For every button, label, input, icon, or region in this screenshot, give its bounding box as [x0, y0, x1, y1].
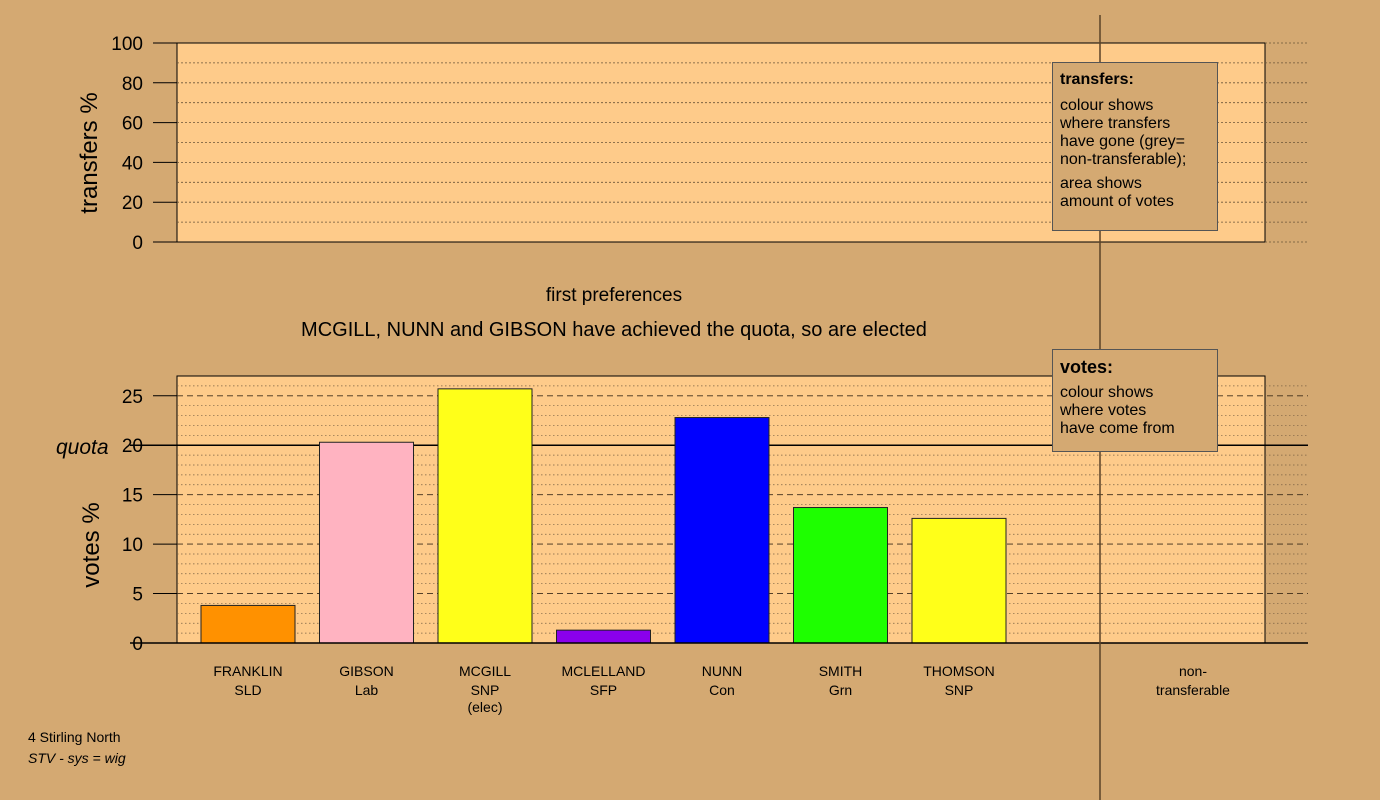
transfers-legend-line: amount of votes	[1060, 193, 1174, 210]
candidate-party: SLD	[234, 682, 261, 698]
candidate-party: Grn	[829, 682, 852, 698]
transfers-legend-line: non-transferable);	[1060, 151, 1187, 168]
transfers-gridlines	[177, 42, 1308, 243]
votes-legend-title: votes:	[1060, 357, 1114, 377]
votes-x-labels: FRANKLINSLDGIBSONLabMCGILLSNP(elec)MCLEL…	[213, 663, 994, 715]
transfers-legend-line: where transfers	[1060, 115, 1171, 132]
constituency-label: 4 Stirling North	[28, 729, 121, 745]
y-tick-label: 20	[122, 193, 143, 214]
y-tick-label: 60	[122, 114, 143, 135]
non-transferable-label-2: transferable	[1156, 682, 1230, 698]
transfers-legend-line: have gone (grey=	[1060, 133, 1185, 150]
votes-legend: votes: colour shows where votes have com…	[1052, 349, 1218, 452]
candidate-party: SNP	[945, 682, 974, 698]
non-transferable-label-1: non-	[1179, 663, 1207, 679]
votes-bars	[200, 388, 1007, 644]
bar-mclelland	[556, 629, 651, 644]
bar-smith	[793, 507, 888, 644]
candidate-name: MCGILL	[459, 663, 511, 679]
votes-legend-line: where votes	[1060, 402, 1147, 419]
system-label: STV - sys = wig	[28, 750, 126, 766]
candidate-party: SFP	[590, 682, 617, 698]
candidate-name: NUNN	[702, 663, 742, 679]
candidate-party: Lab	[355, 682, 379, 698]
transfers-legend-line: colour shows	[1060, 97, 1154, 114]
y-tick-label: 100	[111, 34, 143, 55]
votes-y-ticks: 0 5 10 15 20 25	[122, 387, 177, 655]
y-tick-label: 15	[122, 486, 143, 507]
votes-legend-line: colour shows	[1060, 384, 1154, 401]
transfers-y-label: transfers %	[76, 92, 103, 213]
transfers-y-ticks: 0 20 40 60 80 100	[111, 34, 177, 254]
y-tick-label: 25	[122, 387, 143, 408]
candidate-name: MCLELLAND	[561, 663, 645, 679]
y-tick-label: 40	[122, 153, 143, 174]
candidate-party: Con	[709, 682, 735, 698]
bar-thomson	[911, 517, 1007, 644]
votes-legend-line: have come from	[1060, 420, 1175, 437]
y-tick-label: 0	[132, 233, 143, 254]
transfers-legend: transfers: colour shows where transfers …	[1052, 62, 1218, 231]
candidate-name: GIBSON	[339, 663, 393, 679]
chart-title: first preferences	[546, 285, 682, 306]
bar-gibson	[319, 441, 414, 644]
chart-subtitle: MCGILL, NUNN and GIBSON have achieved th…	[301, 319, 927, 341]
bar-mcgill	[437, 388, 533, 644]
y-tick-label: 0	[132, 634, 143, 655]
transfers-legend-title: transfers:	[1060, 71, 1134, 88]
y-tick-label: 10	[122, 535, 143, 556]
y-tick-label: 20	[122, 436, 143, 457]
y-tick-label: 80	[122, 74, 143, 95]
bar-franklin	[200, 604, 296, 644]
candidate-name: SMITH	[819, 663, 863, 679]
votes-y-label: votes %	[78, 502, 105, 587]
candidate-name: THOMSON	[923, 663, 995, 679]
votes-panel: 0 5 10 15 20 25 FRANKLIN SLD GIBSON Lab MCGILL SNP…	[56, 375, 1308, 715]
bar-nunn	[674, 417, 770, 644]
y-tick-label: 5	[132, 585, 143, 606]
quota-label: quota	[56, 436, 109, 459]
transfers-legend-line: area shows	[1060, 175, 1142, 192]
candidate-note: (elec)	[467, 699, 502, 715]
candidate-party: SNP	[471, 682, 500, 698]
candidate-name: FRANKLIN	[213, 663, 282, 679]
